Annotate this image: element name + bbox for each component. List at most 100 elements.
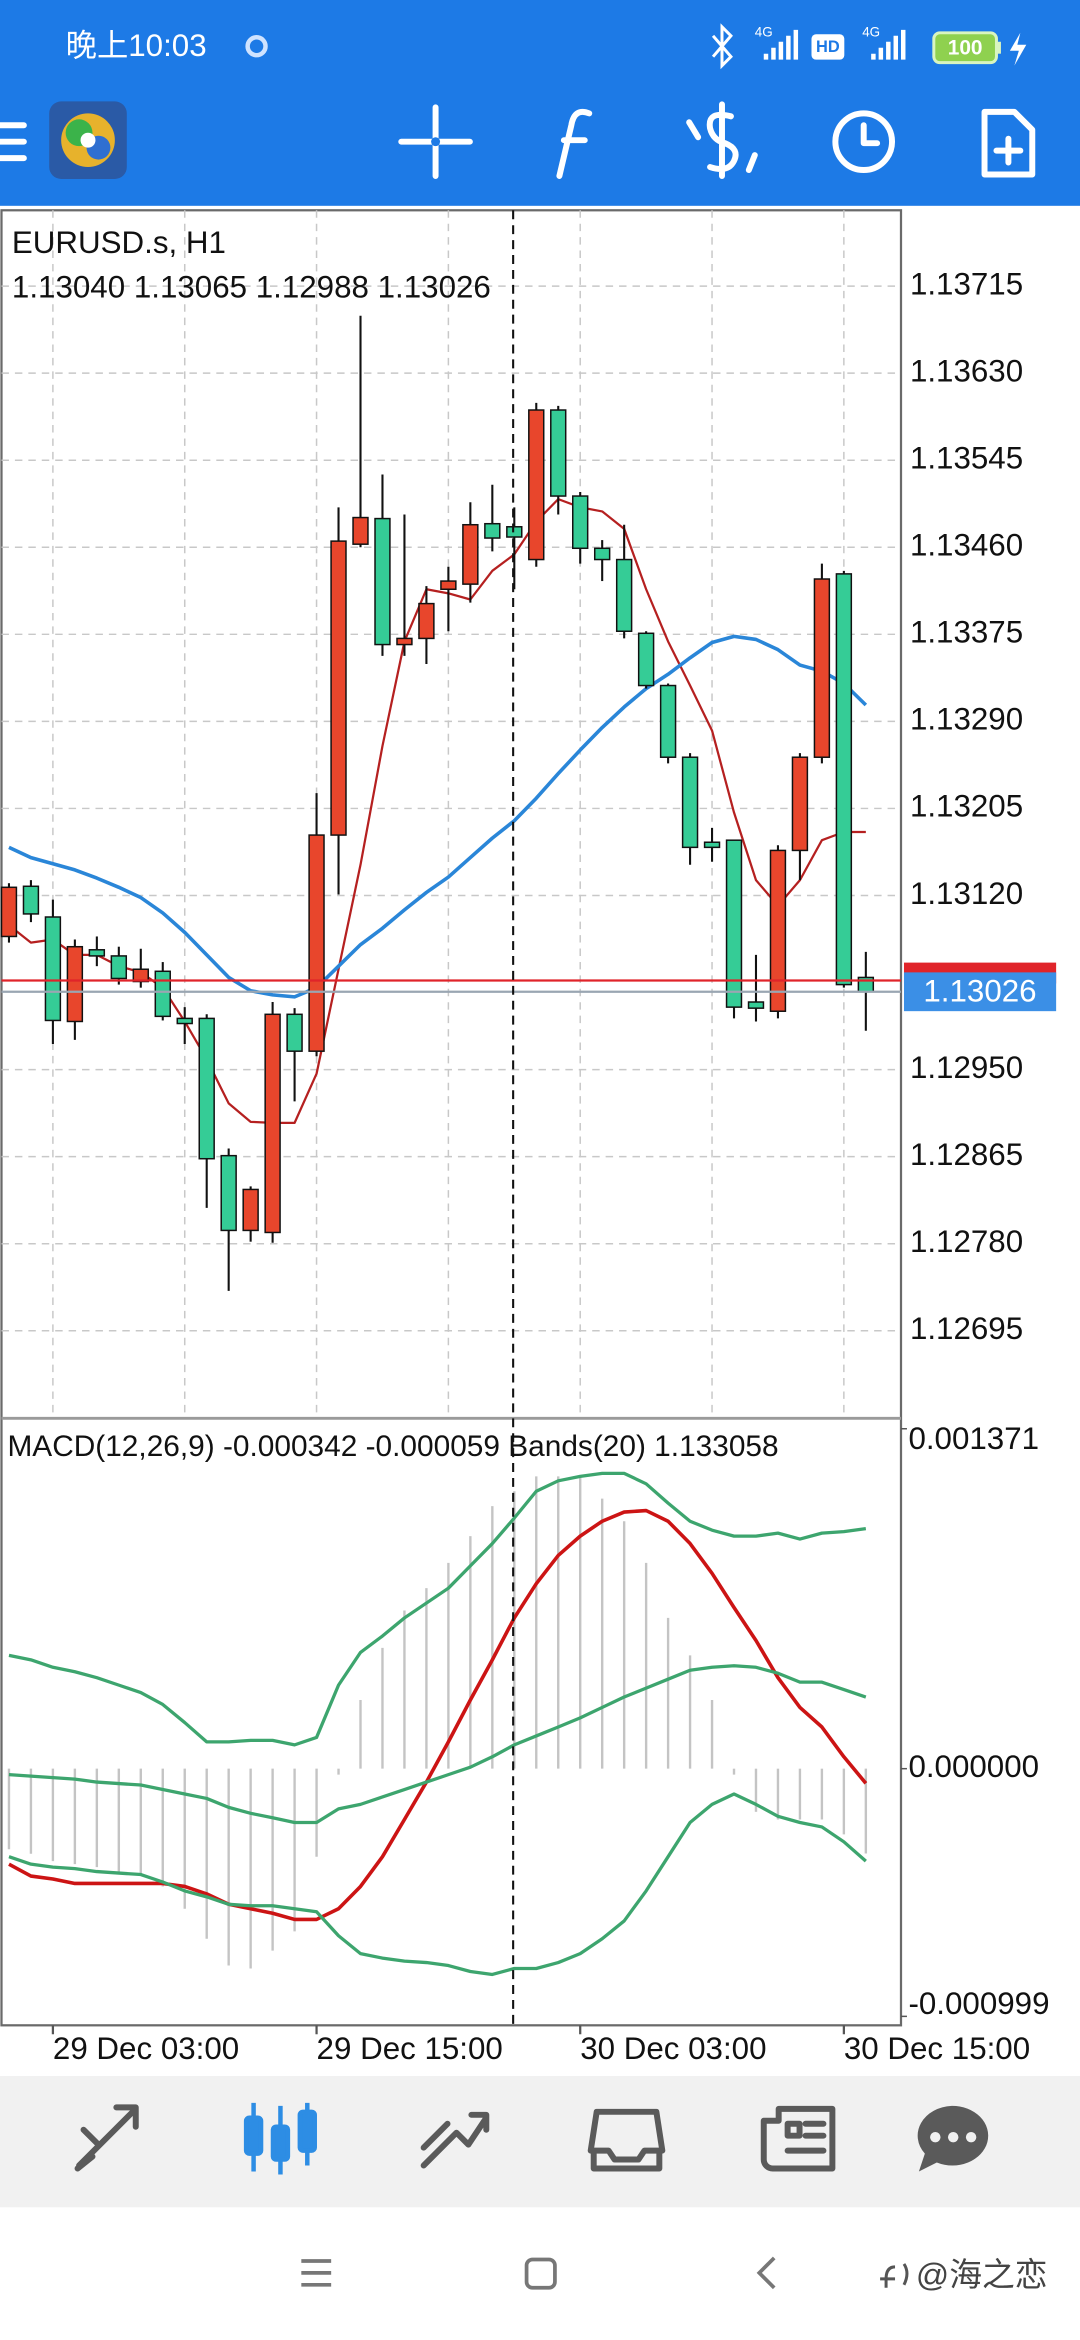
charging-icon bbox=[1009, 32, 1027, 66]
y-tick-label: 1.13205 bbox=[910, 789, 1023, 824]
macd-title: MACD(12,26,9) -0.000342 -0.000059 Bands(… bbox=[7, 1430, 778, 1463]
app-logo[interactable] bbox=[49, 101, 127, 179]
candle-body bbox=[484, 522, 501, 539]
chart-title: EURUSD.s, H1 bbox=[12, 225, 226, 260]
candle-body bbox=[725, 839, 743, 1008]
candle-body bbox=[703, 841, 721, 849]
x-tick-label: 29 Dec 03:00 bbox=[53, 2031, 239, 2066]
ohlc-readout: 1.13040 1.13065 1.12988 1.13026 bbox=[12, 270, 491, 305]
macd-line bbox=[8, 1664, 867, 1825]
candle-body bbox=[572, 495, 589, 550]
candle-body bbox=[615, 558, 633, 632]
candle-body bbox=[308, 834, 325, 1052]
watermark-logo bbox=[880, 2263, 909, 2288]
candle-body bbox=[637, 632, 655, 687]
macd-line bbox=[8, 1508, 868, 1922]
battery-level: 100 bbox=[948, 37, 983, 60]
bid-tag bbox=[903, 972, 1057, 1012]
candle-body bbox=[352, 516, 369, 545]
network-label: 4G bbox=[862, 24, 880, 39]
y-tick-label: 0.001371 bbox=[908, 1421, 1039, 1456]
history-button[interactable] bbox=[832, 110, 896, 174]
y-tick-label: 1.13375 bbox=[910, 615, 1023, 650]
candle-body bbox=[440, 580, 457, 590]
bid-label: 1.13026 bbox=[923, 974, 1036, 1009]
x-tick-label: 30 Dec 03:00 bbox=[580, 2031, 766, 2066]
candle-body bbox=[791, 756, 809, 852]
y-tick-label: 1.12950 bbox=[910, 1050, 1023, 1085]
candle-body bbox=[550, 409, 567, 497]
candle-body bbox=[813, 578, 831, 758]
candle-body bbox=[88, 949, 106, 957]
menu-key[interactable] bbox=[301, 2259, 332, 2287]
watermark: @海之恋 bbox=[916, 2256, 1048, 2293]
menu-button[interactable] bbox=[0, 122, 27, 162]
signal-icon bbox=[871, 29, 906, 60]
x-tick-label: 30 Dec 15:00 bbox=[844, 2031, 1030, 2066]
app-bar bbox=[0, 0, 1080, 206]
hd-badge bbox=[811, 34, 845, 60]
candle-body bbox=[681, 756, 699, 849]
price-chart: 1.13715 1.13630 1.13545 1.13460 1.13375 1.132… bbox=[0, 210, 1057, 2066]
candle-body bbox=[769, 849, 787, 1012]
battery-tip bbox=[996, 41, 1001, 54]
candle-body bbox=[396, 637, 413, 646]
candle-body bbox=[66, 945, 84, 1023]
candle-body bbox=[22, 885, 40, 915]
crosshair-button[interactable] bbox=[398, 104, 473, 179]
indicators-button[interactable] bbox=[556, 108, 593, 179]
candle-body bbox=[418, 602, 435, 640]
y-tick-label: 1.12780 bbox=[910, 1224, 1023, 1259]
candle-body bbox=[0, 886, 18, 938]
candle-body bbox=[330, 540, 347, 836]
y-tick-label: 1.13715 bbox=[910, 266, 1023, 301]
y-tick-label: 1.12695 bbox=[910, 1311, 1023, 1346]
system-nav: @海之恋 bbox=[301, 2256, 1048, 2293]
candle-body bbox=[747, 1001, 765, 1009]
signal-icon bbox=[763, 29, 799, 60]
indicator-line bbox=[8, 634, 868, 999]
candle-body bbox=[528, 409, 545, 561]
home-key[interactable] bbox=[524, 2257, 557, 2290]
quotes-tab[interactable] bbox=[74, 2104, 139, 2172]
trade-button[interactable] bbox=[686, 101, 758, 179]
candle-body bbox=[593, 547, 611, 561]
candle-body bbox=[374, 517, 391, 646]
candle-body bbox=[462, 523, 479, 585]
macd-line bbox=[8, 1471, 867, 1747]
candle-body bbox=[154, 970, 171, 1018]
macd-line bbox=[8, 1792, 867, 1977]
network-label: 4G bbox=[755, 24, 773, 39]
trade-tab[interactable] bbox=[420, 2111, 490, 2169]
candle-body bbox=[286, 1013, 303, 1052]
status-bar: 晚上10:03 4G HD 4G 100 bbox=[66, 23, 1027, 70]
y-tick-label: 1.12865 bbox=[910, 1137, 1023, 1172]
y-tick-label: 1.13290 bbox=[910, 702, 1023, 737]
candle-body bbox=[198, 1017, 215, 1160]
y-tick-label: 1.13630 bbox=[910, 353, 1023, 388]
candle-body bbox=[44, 916, 62, 1022]
candle-body bbox=[220, 1154, 237, 1232]
x-tick-label: 29 Dec 15:00 bbox=[317, 2031, 503, 2066]
candle-body bbox=[835, 573, 853, 986]
candle-body bbox=[506, 526, 523, 538]
chart-frame bbox=[0, 209, 903, 2027]
new-order-button[interactable] bbox=[981, 108, 1036, 178]
candle-body bbox=[242, 1188, 259, 1232]
news-tab[interactable] bbox=[760, 2105, 836, 2172]
bluetooth-icon bbox=[711, 23, 733, 70]
chart-tab[interactable] bbox=[243, 2102, 317, 2175]
candle-body bbox=[659, 684, 677, 758]
back-key[interactable] bbox=[756, 2256, 776, 2290]
candle-body bbox=[176, 1017, 193, 1025]
history-tab[interactable] bbox=[587, 2108, 666, 2172]
candle-body bbox=[264, 1013, 281, 1234]
chat-tab[interactable] bbox=[917, 2105, 989, 2172]
hd-label: HD bbox=[816, 38, 840, 56]
status-icon bbox=[245, 35, 268, 58]
bottom-nav bbox=[0, 2076, 1080, 2208]
macd-chart: 0.001371 0.000000 -0.000999 bbox=[7, 1421, 1049, 2021]
